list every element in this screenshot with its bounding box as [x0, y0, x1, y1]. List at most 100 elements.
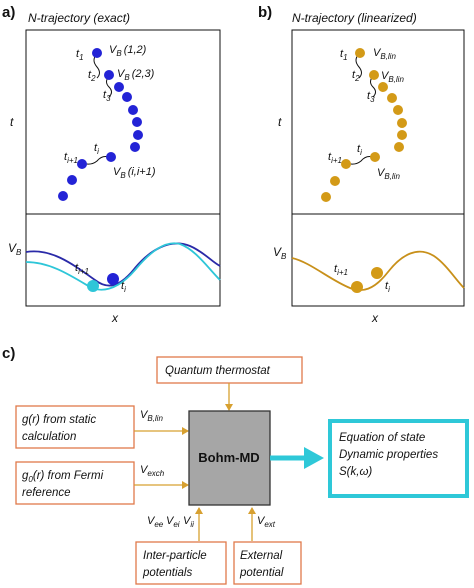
label-ti: ti [94, 142, 99, 156]
output-line-1: Equation of state [339, 432, 425, 444]
linearized-dot-2 [369, 70, 379, 80]
g0-line-1: g0(r) from Fermi [22, 470, 104, 484]
label-vee: Vee [147, 515, 164, 529]
g0-line-2: reference [22, 487, 71, 499]
label-vb-23: VB (2,3) [117, 68, 155, 82]
panel-b-v-axis: VB [273, 245, 287, 261]
interparticle-box [135, 541, 227, 585]
label-b-t1: t1 [340, 48, 348, 62]
panel-b-label: b) [258, 4, 272, 21]
potential-curve-linearized [291, 250, 465, 292]
output-line-2: Dynamic properties [339, 449, 438, 461]
exact-dot-6 [132, 117, 142, 127]
linearized-dot-4 [387, 93, 397, 103]
exact-dot-1 [92, 48, 102, 58]
label-tip1: ti+1 [64, 151, 78, 165]
label-vext: Vext [257, 515, 276, 529]
external-box [233, 541, 302, 585]
linearized-dot-7 [397, 130, 407, 140]
exact-dot-2 [104, 70, 114, 80]
bottom-dot-dark [107, 273, 119, 285]
label-vb-12: VB (1,2) [109, 44, 147, 58]
output-arrow-head [304, 447, 324, 469]
label-b-vb1: VB,lin [373, 47, 396, 61]
linearized-dot-6 [397, 118, 407, 128]
linearized-dot-10 [341, 159, 351, 169]
label-vexch: Vexch [140, 464, 165, 478]
exact-dot-8 [130, 142, 140, 152]
panel-c: c) Quantum thermostat g(r) from static c… [2, 345, 469, 585]
panel-a-top-frame [25, 29, 221, 215]
exact-dot-5 [128, 105, 138, 115]
exact-dot-4 [122, 92, 132, 102]
spring-b-2-3 [370, 75, 376, 98]
output-line-3: S(k,ω) [339, 466, 372, 478]
spring-b-1-2 [355, 53, 362, 79]
exact-dot-3 [114, 82, 124, 92]
label-b-vbi: VB,lin [377, 167, 400, 181]
linearized-dot-5 [393, 105, 403, 115]
label-vb-i: VB (i,i+1) [113, 166, 156, 180]
bottom-label-b-ti: ti [385, 280, 390, 294]
panel-a-bottom-frame [25, 213, 221, 307]
label-t3: t3 [103, 89, 111, 103]
bottom-dot-b1 [351, 281, 363, 293]
label-b-ti: ti [357, 143, 362, 157]
label-vei: Vei [166, 515, 180, 529]
exact-dot-12 [58, 191, 68, 201]
bottom-dot-light [87, 280, 99, 292]
gr-box [15, 405, 135, 449]
trajectory-dots-linearized [321, 48, 407, 202]
label-vblin: VB,lin [140, 409, 163, 423]
linearized-dot-11 [330, 176, 340, 186]
linearized-dot-8 [394, 142, 404, 152]
interparticle-line-1: Inter-particle [143, 550, 207, 562]
panel-a-v-axis: VB [8, 241, 22, 257]
label-b-t2: t2 [352, 69, 360, 83]
thermostat-box [156, 356, 303, 384]
panel-b-x-axis: x [371, 311, 379, 325]
panel-a-label: a) [2, 4, 15, 21]
linearized-dot-9 [370, 152, 380, 162]
exact-dot-11 [67, 175, 77, 185]
output-box [328, 419, 469, 498]
linearized-dot-3 [378, 82, 388, 92]
label-t2: t2 [88, 69, 96, 83]
spring-1-2 [93, 53, 100, 79]
external-line-2: potential [239, 567, 284, 579]
panel-b-t-axis: t [278, 115, 282, 129]
label-b-tip1: ti+1 [328, 151, 342, 165]
potential-curve-dark [25, 242, 221, 287]
bottom-label-tip1: ti+1 [75, 262, 89, 276]
exact-dot-7 [133, 130, 143, 140]
gr-line-1: g(r) from static [22, 414, 96, 426]
panel-a: a) N-trajectory (exact) t x VB t1 t2 t3 … [2, 4, 221, 325]
bohm-md-label: Bohm-MD [198, 450, 259, 465]
panel-a-title: N-trajectory (exact) [28, 11, 130, 25]
linearized-dot-12 [321, 192, 331, 202]
thermostat-label: Quantum thermostat [165, 365, 271, 377]
bottom-label-ti: ti [121, 280, 126, 294]
label-vii: Vii [183, 515, 194, 529]
g0-box [15, 461, 135, 505]
exact-dot-9 [106, 152, 116, 162]
interparticle-line-2: potentials [142, 567, 192, 579]
panel-a-x-axis: x [111, 311, 119, 325]
label-b-t3: t3 [367, 90, 375, 104]
trajectory-dots-exact [58, 48, 143, 201]
bohm-md-box [188, 410, 271, 506]
bottom-dot-b2 [371, 267, 383, 279]
panel-a-t-axis: t [10, 115, 14, 129]
label-b-vb2: VB,lin [381, 70, 404, 84]
potential-curve-light [25, 242, 221, 291]
bottom-label-b-tip1: ti+1 [334, 263, 348, 277]
panel-b-bottom-frame [291, 213, 465, 307]
panel-b: b) N-trajectory (linearized) t x VB t1 t… [258, 4, 465, 325]
panel-c-label: c) [2, 345, 15, 362]
gr-line-2: calculation [22, 431, 76, 443]
panel-b-title: N-trajectory (linearized) [292, 11, 417, 25]
label-t1: t1 [76, 48, 84, 62]
exact-dot-10 [77, 159, 87, 169]
linearized-dot-1 [355, 48, 365, 58]
